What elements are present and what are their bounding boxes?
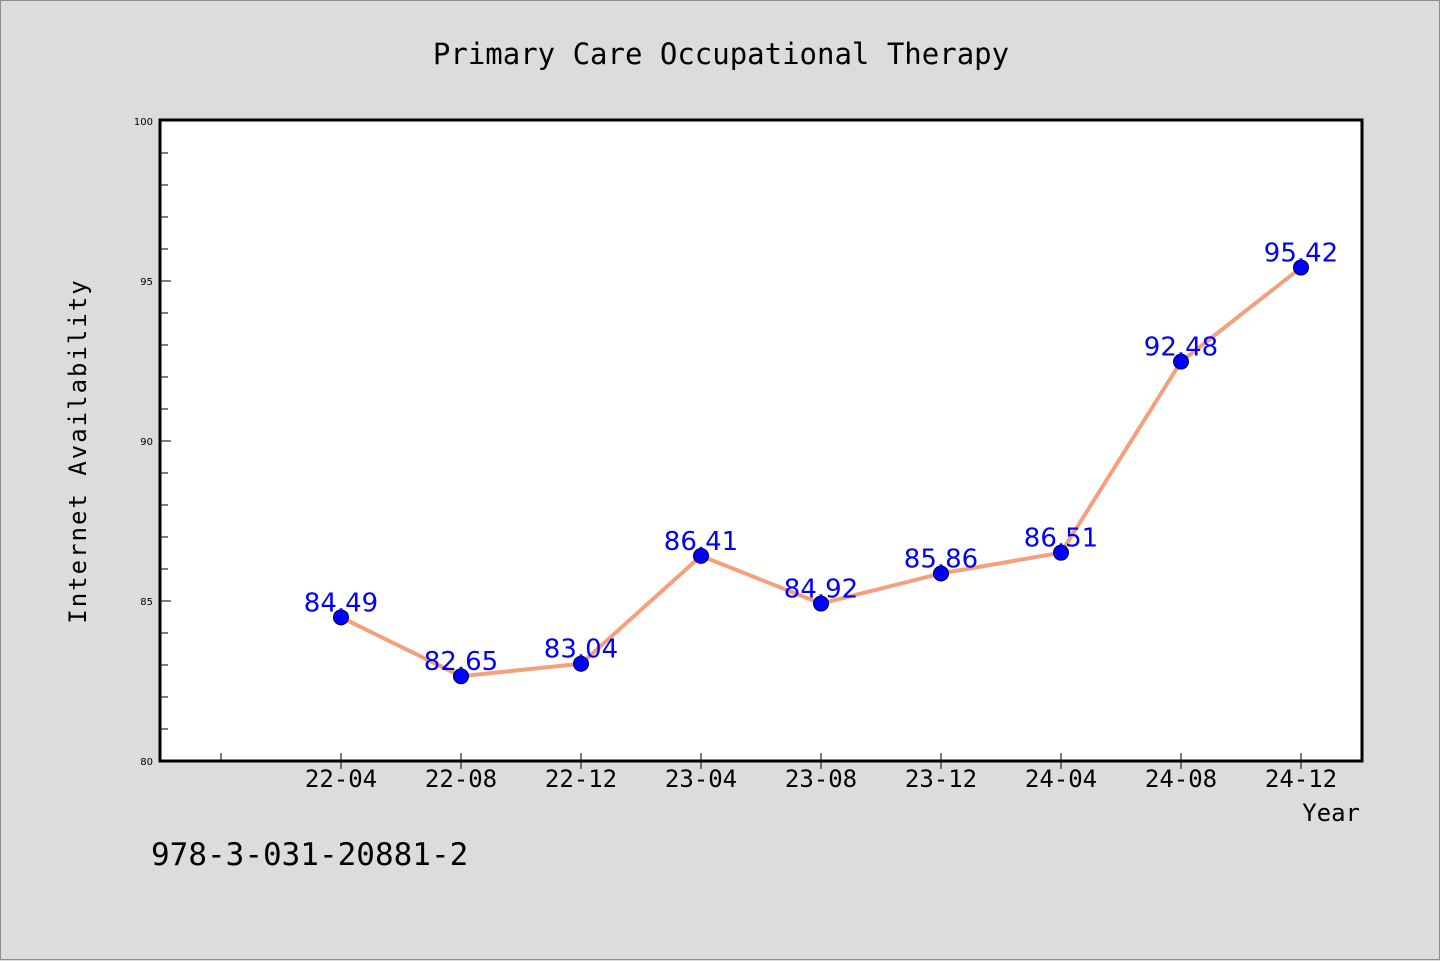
y-tick-label: 85 [140,597,153,608]
data-point [333,609,349,626]
chart-title: Primary Care Occupational Therapy [433,37,1009,71]
x-tick-label: 24-08 [1145,765,1217,793]
x-tick-label: 22-04 [305,765,377,793]
data-label: 83.04 [544,635,618,665]
data-point [1053,544,1069,561]
data-point [1293,259,1309,276]
x-tick-label: 22-08 [425,765,497,793]
data-label: 86.51 [1024,524,1098,554]
x-tick-label: 23-04 [665,765,737,793]
x-tick-label: 22-12 [545,765,617,793]
data-point [453,668,469,685]
data-label: 82.65 [424,647,498,677]
y-tick-label: 80 [140,757,153,768]
x-tick-label: 23-12 [905,765,977,793]
data-label: 86.41 [664,527,738,557]
x-tick-label: 24-12 [1265,765,1337,793]
data-label: 84.49 [304,588,378,618]
y-axis-label: Internet Availability [64,278,92,623]
data-label: 95.42 [1264,239,1338,269]
y-tick-label: 100 [134,117,153,128]
data-label: 84.92 [784,575,858,605]
y-tick-label: 95 [140,277,153,288]
data-point [573,655,589,672]
data-labels: 84.49 82.65 83.04 86.41 84.92 85.86 86.51 92.48… [304,239,1338,678]
y-tick-label: 90 [140,437,153,448]
data-point [813,595,829,612]
x-tick-label: 23-08 [785,765,857,793]
x-axis-label: Year [1302,799,1360,827]
data-point [933,565,949,582]
data-point [693,547,709,564]
data-label: 92.48 [1144,333,1218,363]
x-tick-label: 24-04 [1025,765,1097,793]
y-axis-ticks: 80 85 90 95 100 [134,117,171,768]
plot-area [158,118,1364,763]
data-markers [333,259,1309,685]
x-axis-ticks: 22-04 22-08 22-12 23-04 23-08 23-12 24-04 24-08… [220,753,1337,793]
data-label: 85.86 [904,544,978,574]
data-point [1173,353,1189,370]
footer-id-text: 978-3-031-20881-2 [151,837,468,873]
